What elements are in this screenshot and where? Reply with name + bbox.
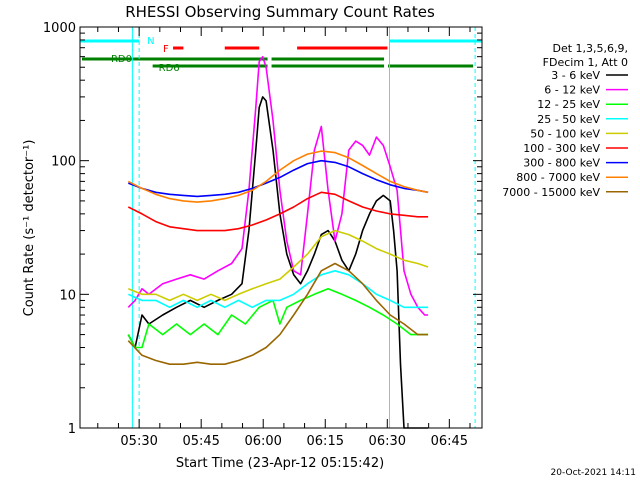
legend-label-6: 300 - 800 keV (523, 157, 600, 170)
night-label: N (147, 36, 154, 47)
y-tick-label-0: 1 (68, 422, 76, 437)
y-tick-label-1: 10 (59, 288, 76, 303)
chart-title: RHESSI Observing Summary Count Rates (125, 3, 435, 21)
series-line-7000-15000kev (127, 262, 429, 366)
footer-timestamp: 20-Oct-2021 14:11 (551, 468, 636, 478)
series-line-800-7000kev (127, 150, 429, 203)
legend-label-4: 50 - 100 keV (530, 127, 600, 140)
legend-label-8: 7000 - 15000 keV (502, 186, 600, 199)
x-tick-label-4: 06:30 (369, 434, 406, 449)
x-axis-label: Start Time (23-Apr-12 05:15:42) (176, 456, 384, 471)
plot-frame (79, 26, 483, 429)
legend-label-2: 12 - 25 keV (537, 98, 600, 111)
series-line-6-12kev (127, 55, 429, 316)
rd0-label: RD0 (111, 54, 132, 65)
legend-label-3: 25 - 50 keV (537, 113, 600, 126)
rd6-label: RD6 (159, 63, 180, 74)
legend-header-line-2: FDecim 1, Att 0 (543, 56, 628, 69)
legend-label-7: 800 - 7000 keV (516, 171, 600, 184)
series-line-3-6kev (127, 96, 429, 429)
series-line-100-300kev (127, 191, 429, 232)
y-tick-label-2: 100 (51, 155, 76, 170)
legend-header-line-1: Det 1,3,5,6,9, (552, 42, 628, 55)
series-line-25-50kev (127, 269, 429, 309)
legend-label-1: 6 - 12 keV (544, 84, 600, 97)
x-tick-label-0: 05:30 (120, 434, 157, 449)
series-line-12-25kev (127, 287, 429, 349)
annotation-bands: NF RD0 RD6 (80, 27, 482, 428)
series-lines (127, 55, 429, 429)
series-line-300-800kev (128, 159, 429, 198)
x-tick-label-5: 06:45 (431, 434, 468, 449)
flare-label: F (163, 44, 169, 55)
y-tick-label-3: 1000 (43, 21, 76, 36)
x-tick-label-1: 05:45 (182, 434, 219, 449)
series-line-50-100kev (128, 229, 429, 302)
x-tick-label-2: 06:00 (244, 434, 281, 449)
legend-label-0: 3 - 6 keV (551, 69, 600, 82)
x-tick-label-3: 06:15 (307, 434, 344, 449)
axes: 1 10 100 1000 05:30 05:45 06:00 06:15 06:30 06:45 (43, 21, 483, 449)
legend-label-5: 100 - 300 keV (523, 142, 600, 155)
y-axis-label: Count Rate (s⁻¹ detector⁻¹) (22, 140, 37, 317)
